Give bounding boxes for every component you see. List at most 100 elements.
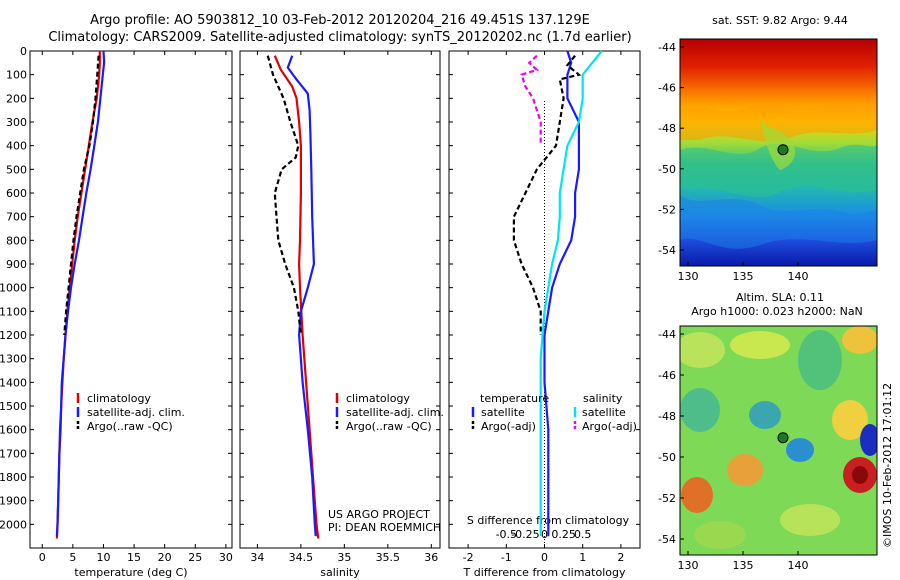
y-tick-label: 1500 <box>0 400 27 413</box>
y-tick-label: 500 <box>6 163 27 176</box>
chart-panel-1: 0100200300400500600700800900100011001200… <box>0 45 233 579</box>
x-tick-label: 10 <box>96 551 110 564</box>
annotation: PI: DEAN ROEMMICH <box>328 521 441 534</box>
map-y-tick-label: -48 <box>658 122 676 135</box>
map-x-tick-label: 130 <box>678 270 699 283</box>
series-line <box>273 55 320 539</box>
y-tick-label: 1300 <box>0 353 27 366</box>
sla-circle-marker-icon <box>777 432 789 444</box>
x-tick-label: 34.5 <box>289 551 314 564</box>
y-tick-label: 800 <box>6 234 27 247</box>
series-line <box>266 55 302 336</box>
chart-panel-3: -2 -1 0 1 2 T difference from climatology -0.5… <box>448 50 641 579</box>
x-tick-label: 0 <box>541 551 548 564</box>
map-y-tick-label: -54 <box>658 533 676 546</box>
chart-subtitle: Climatology: CARS2009. Satellite-adjuste… <box>48 30 632 45</box>
y-tick-label: 1800 <box>0 471 27 484</box>
legend-heading: temperature <box>480 392 549 405</box>
map-y-tick-label: -50 <box>658 163 676 176</box>
s-tick-label: 0.25 <box>551 528 576 541</box>
series-line <box>286 55 317 537</box>
series-line <box>539 50 603 537</box>
sst-map-title: sat. SST: 9.82 Argo: 9.44 <box>712 14 848 27</box>
map-y-tick-label: -44 <box>658 41 676 54</box>
legend-label: satellite-adj. clim. <box>346 406 444 419</box>
x-tick-label: 15 <box>127 551 141 564</box>
annotation: US ARGO PROJECT <box>328 508 430 521</box>
map-y-tick-label: -46 <box>658 369 676 382</box>
map-y-tick-label: -44 <box>658 328 676 341</box>
legend-label: Argo(-adj) <box>582 420 637 433</box>
y-tick-label: 0 <box>20 45 27 58</box>
chart-title: Argo profile: AO 5903812_10 03-Feb-2012 … <box>90 13 590 28</box>
legend-label: satellite <box>481 406 525 419</box>
y-tick-label: 200 <box>6 92 27 105</box>
x-tick-label: -1 <box>501 551 512 564</box>
x-tick-label: 1 <box>579 551 586 564</box>
map-x-tick-label: 140 <box>788 270 809 283</box>
y-tick-label: 1200 <box>0 329 27 342</box>
x-tick-label: 36 <box>424 551 438 564</box>
x-axis-label: salinity <box>320 566 360 579</box>
y-tick-label: 100 <box>6 69 27 82</box>
map-x-tick-label: 135 <box>733 559 754 572</box>
series-line <box>520 54 542 146</box>
sst-circle-marker-icon <box>777 144 789 156</box>
x-tick-label: 35.5 <box>376 551 401 564</box>
y-tick-label: 900 <box>6 258 27 271</box>
x-tick-label: 5 <box>69 551 76 564</box>
x-tick-label: 25 <box>188 551 202 564</box>
y-tick-label: 1900 <box>0 495 27 508</box>
legend-heading: salinity <box>583 392 623 405</box>
x-tick-label: 2 <box>617 551 624 564</box>
y-tick-label: 1700 <box>0 447 27 460</box>
x-axis-label: temperature (deg C) <box>74 566 187 579</box>
map-y-tick-label: -54 <box>658 244 676 257</box>
legend-label: climatology <box>346 392 410 405</box>
s-tick-label: -0.25 <box>511 528 539 541</box>
map-x-tick-label: 135 <box>733 270 754 283</box>
s-tick-label: -0.5 <box>496 528 517 541</box>
legend-label: Argo(..raw -QC) <box>346 420 432 433</box>
y-tick-label: 400 <box>6 140 27 153</box>
legend-label: satellite <box>582 406 626 419</box>
y-tick-label: 1100 <box>0 305 27 318</box>
legend-label: climatology <box>87 392 151 405</box>
y-tick-label: 700 <box>6 211 27 224</box>
x-axis-label: T difference from climatology <box>463 566 626 579</box>
s-tick-label: 0.5 <box>574 528 592 541</box>
x-tick-label: 34 <box>250 551 264 564</box>
x-tick-label: 20 <box>158 551 172 564</box>
s-tick-label: 0 <box>541 528 548 541</box>
chart-panel-2: 34 34.5 35 35.5 36 salinity climatologysatelli… <box>239 50 444 579</box>
y-tick-label: 1400 <box>0 376 27 389</box>
y-tick-label: 300 <box>6 116 27 129</box>
sla-map-subtitle: Argo h1000: 0.023 h2000: NaN <box>691 305 863 318</box>
legend-label: satellite-adj. clim. <box>87 406 185 419</box>
map-y-tick-label: -48 <box>658 410 676 423</box>
map-y-tick-label: -52 <box>658 203 676 216</box>
legend-label: Argo(-adj) <box>481 420 536 433</box>
x-tick-label: 0 <box>39 551 46 564</box>
plot-frame <box>29 50 233 549</box>
x-tick-label: 35 <box>337 551 351 564</box>
footer-stamp: ©IMOS 10-Feb-2012 17:01:12 <box>881 382 894 548</box>
x-tick-label: -2 <box>463 551 474 564</box>
map-x-tick-label: 130 <box>678 559 699 572</box>
sla-map <box>680 326 877 555</box>
series-line <box>543 50 581 537</box>
map-y-tick-label: -52 <box>658 492 676 505</box>
sla-map-title: Altim. SLA: 0.11 <box>736 291 824 304</box>
y-tick-label: 1600 <box>0 424 27 437</box>
map-y-tick-label: -46 <box>658 82 676 95</box>
y-tick-label: 1000 <box>0 282 27 295</box>
x-tick-label: 30 <box>219 551 233 564</box>
map-y-tick-label: -50 <box>658 451 676 464</box>
map-x-tick-label: 140 <box>788 559 809 572</box>
series-line <box>512 55 582 335</box>
y-tick-label: 2000 <box>0 518 27 531</box>
plot-frame <box>239 50 441 549</box>
y-tick-label: 600 <box>6 187 27 200</box>
series-line <box>55 50 106 537</box>
